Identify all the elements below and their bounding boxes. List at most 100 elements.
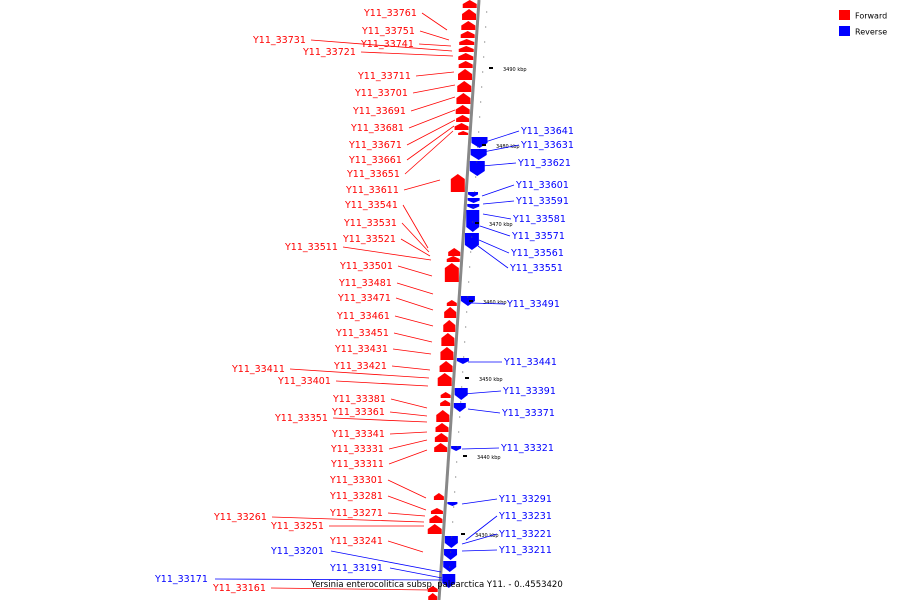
gene-label: Y11_33471 <box>337 293 391 304</box>
gene-label: Y11_33251 <box>270 521 324 532</box>
gene-label: Y11_33381 <box>332 394 386 405</box>
forward-gene-arrow <box>455 105 470 114</box>
tick-label: 3470 kbp <box>489 222 513 228</box>
gene-label: Y11_33691 <box>352 106 406 117</box>
leader-line <box>477 245 509 269</box>
gene-label: Y11_33741 <box>360 39 414 50</box>
leader-line <box>214 578 448 581</box>
leader-line <box>387 540 424 553</box>
reverse-gene-labels: Y11_33641 Y11_33631 Y11_33621 Y11_33601 … <box>154 126 574 585</box>
gene-label: Y11_33761 <box>363 8 417 19</box>
gene-label: Y11_33301 <box>329 475 383 486</box>
gene-label: Y11_33361 <box>331 407 385 418</box>
forward-gene-arrow <box>440 400 451 406</box>
forward-gene-arrow <box>440 347 454 360</box>
gene-label: Y11_33751 <box>361 26 415 37</box>
genome-title: Yersinia enterocolitica subsp. palearcti… <box>310 580 563 590</box>
gene-label: Y11_33231 <box>498 511 552 522</box>
leader-line <box>394 315 434 327</box>
leader-line <box>462 390 502 395</box>
gene-label: Y11_33461 <box>336 311 390 322</box>
leader-line <box>387 512 426 517</box>
leader-line <box>388 439 428 450</box>
reverse-gene-arrow <box>456 358 469 364</box>
leader-line <box>404 130 454 175</box>
leader-line <box>410 96 456 112</box>
gene-label: Y11_33561 <box>510 248 564 259</box>
leader-line <box>482 213 512 220</box>
forward-gene-arrow <box>458 69 473 80</box>
gene-label: Y11_33541 <box>344 200 398 211</box>
gene-label: Y11_33411 <box>231 364 285 375</box>
reverse-gene-arrow <box>451 446 462 451</box>
leader-lines <box>214 12 520 591</box>
forward-gene-arrow <box>435 423 449 432</box>
forward-gene-arrow <box>434 443 448 452</box>
forward-gene-arrow <box>443 320 456 332</box>
reverse-gene-arrow <box>466 210 480 232</box>
leader-line <box>387 495 427 511</box>
leader-line <box>402 204 429 249</box>
tick-label: 3450 kbp <box>479 377 503 383</box>
forward-gene-arrow <box>436 410 450 422</box>
forward-gene-arrow <box>429 515 443 523</box>
gene-arrows <box>427 0 493 600</box>
leader-line <box>310 39 453 52</box>
gene-label: Y11_33531 <box>343 218 397 229</box>
reverse-gene-arrow <box>442 574 456 588</box>
gene-label: Y11_33481 <box>338 278 392 289</box>
reverse-gene-arrow <box>470 149 487 160</box>
leader-line <box>396 282 434 295</box>
forward-gene-arrow <box>439 361 453 372</box>
leader-line <box>397 265 433 277</box>
gene-label: Y11_33271 <box>329 508 383 519</box>
legend-label-reverse: Reverse <box>855 28 887 37</box>
forward-gene-arrow <box>458 53 474 60</box>
forward-gene-arrow <box>440 392 451 398</box>
leader-line <box>388 449 428 465</box>
gene-label: Y11_33571 <box>511 231 565 242</box>
leader-line <box>289 368 430 379</box>
leader-line <box>395 297 434 311</box>
reverse-gene-arrow <box>464 233 479 250</box>
leader-line <box>406 119 456 146</box>
leader-line <box>412 84 456 94</box>
gene-label: Y11_33311 <box>330 459 384 470</box>
forward-gene-arrow <box>458 46 474 52</box>
gene-label: Y11_33201 <box>270 546 324 557</box>
leader-line <box>469 302 506 305</box>
leader-line <box>342 246 432 261</box>
gene-label: Y11_33431 <box>334 344 388 355</box>
leader-line <box>481 184 515 197</box>
leader-line <box>461 533 498 545</box>
leader-line <box>467 408 501 414</box>
reverse-gene-arrow <box>453 403 466 412</box>
forward-gene-arrow <box>437 373 452 386</box>
leader-line <box>389 411 428 417</box>
forward-gene-arrow <box>441 333 455 346</box>
gene-label: Y11_33241 <box>329 536 383 547</box>
gene-label: Y11_33261 <box>213 512 267 523</box>
gene-label: Y11_33371 <box>501 408 555 419</box>
leader-line <box>332 417 428 423</box>
gene-label: Y11_33701 <box>354 88 408 99</box>
forward-gene-arrow <box>456 115 470 122</box>
gene-label: Y11_33711 <box>357 71 411 82</box>
gene-label: Y11_33661 <box>348 155 402 166</box>
tick-label: 3460 kbp <box>483 300 507 306</box>
forward-gene-arrow <box>458 61 473 68</box>
gene-label: Y11_33281 <box>329 491 383 502</box>
leader-line <box>421 12 448 31</box>
forward-gene-arrow <box>428 593 438 600</box>
gene-label: Y11_33501 <box>339 261 393 272</box>
forward-gene-arrow <box>457 81 472 92</box>
gene-label: Y11_33721 <box>302 47 356 58</box>
gene-label: Y11_33681 <box>350 123 404 134</box>
reverse-gene-arrow <box>454 388 468 400</box>
gene-label: Y11_33591 <box>515 196 569 207</box>
leader-line <box>415 71 455 77</box>
reverse-gene-arrow <box>471 137 488 148</box>
leader-line <box>390 398 428 409</box>
genome-backbone <box>437 0 481 600</box>
leader-line <box>335 380 429 387</box>
